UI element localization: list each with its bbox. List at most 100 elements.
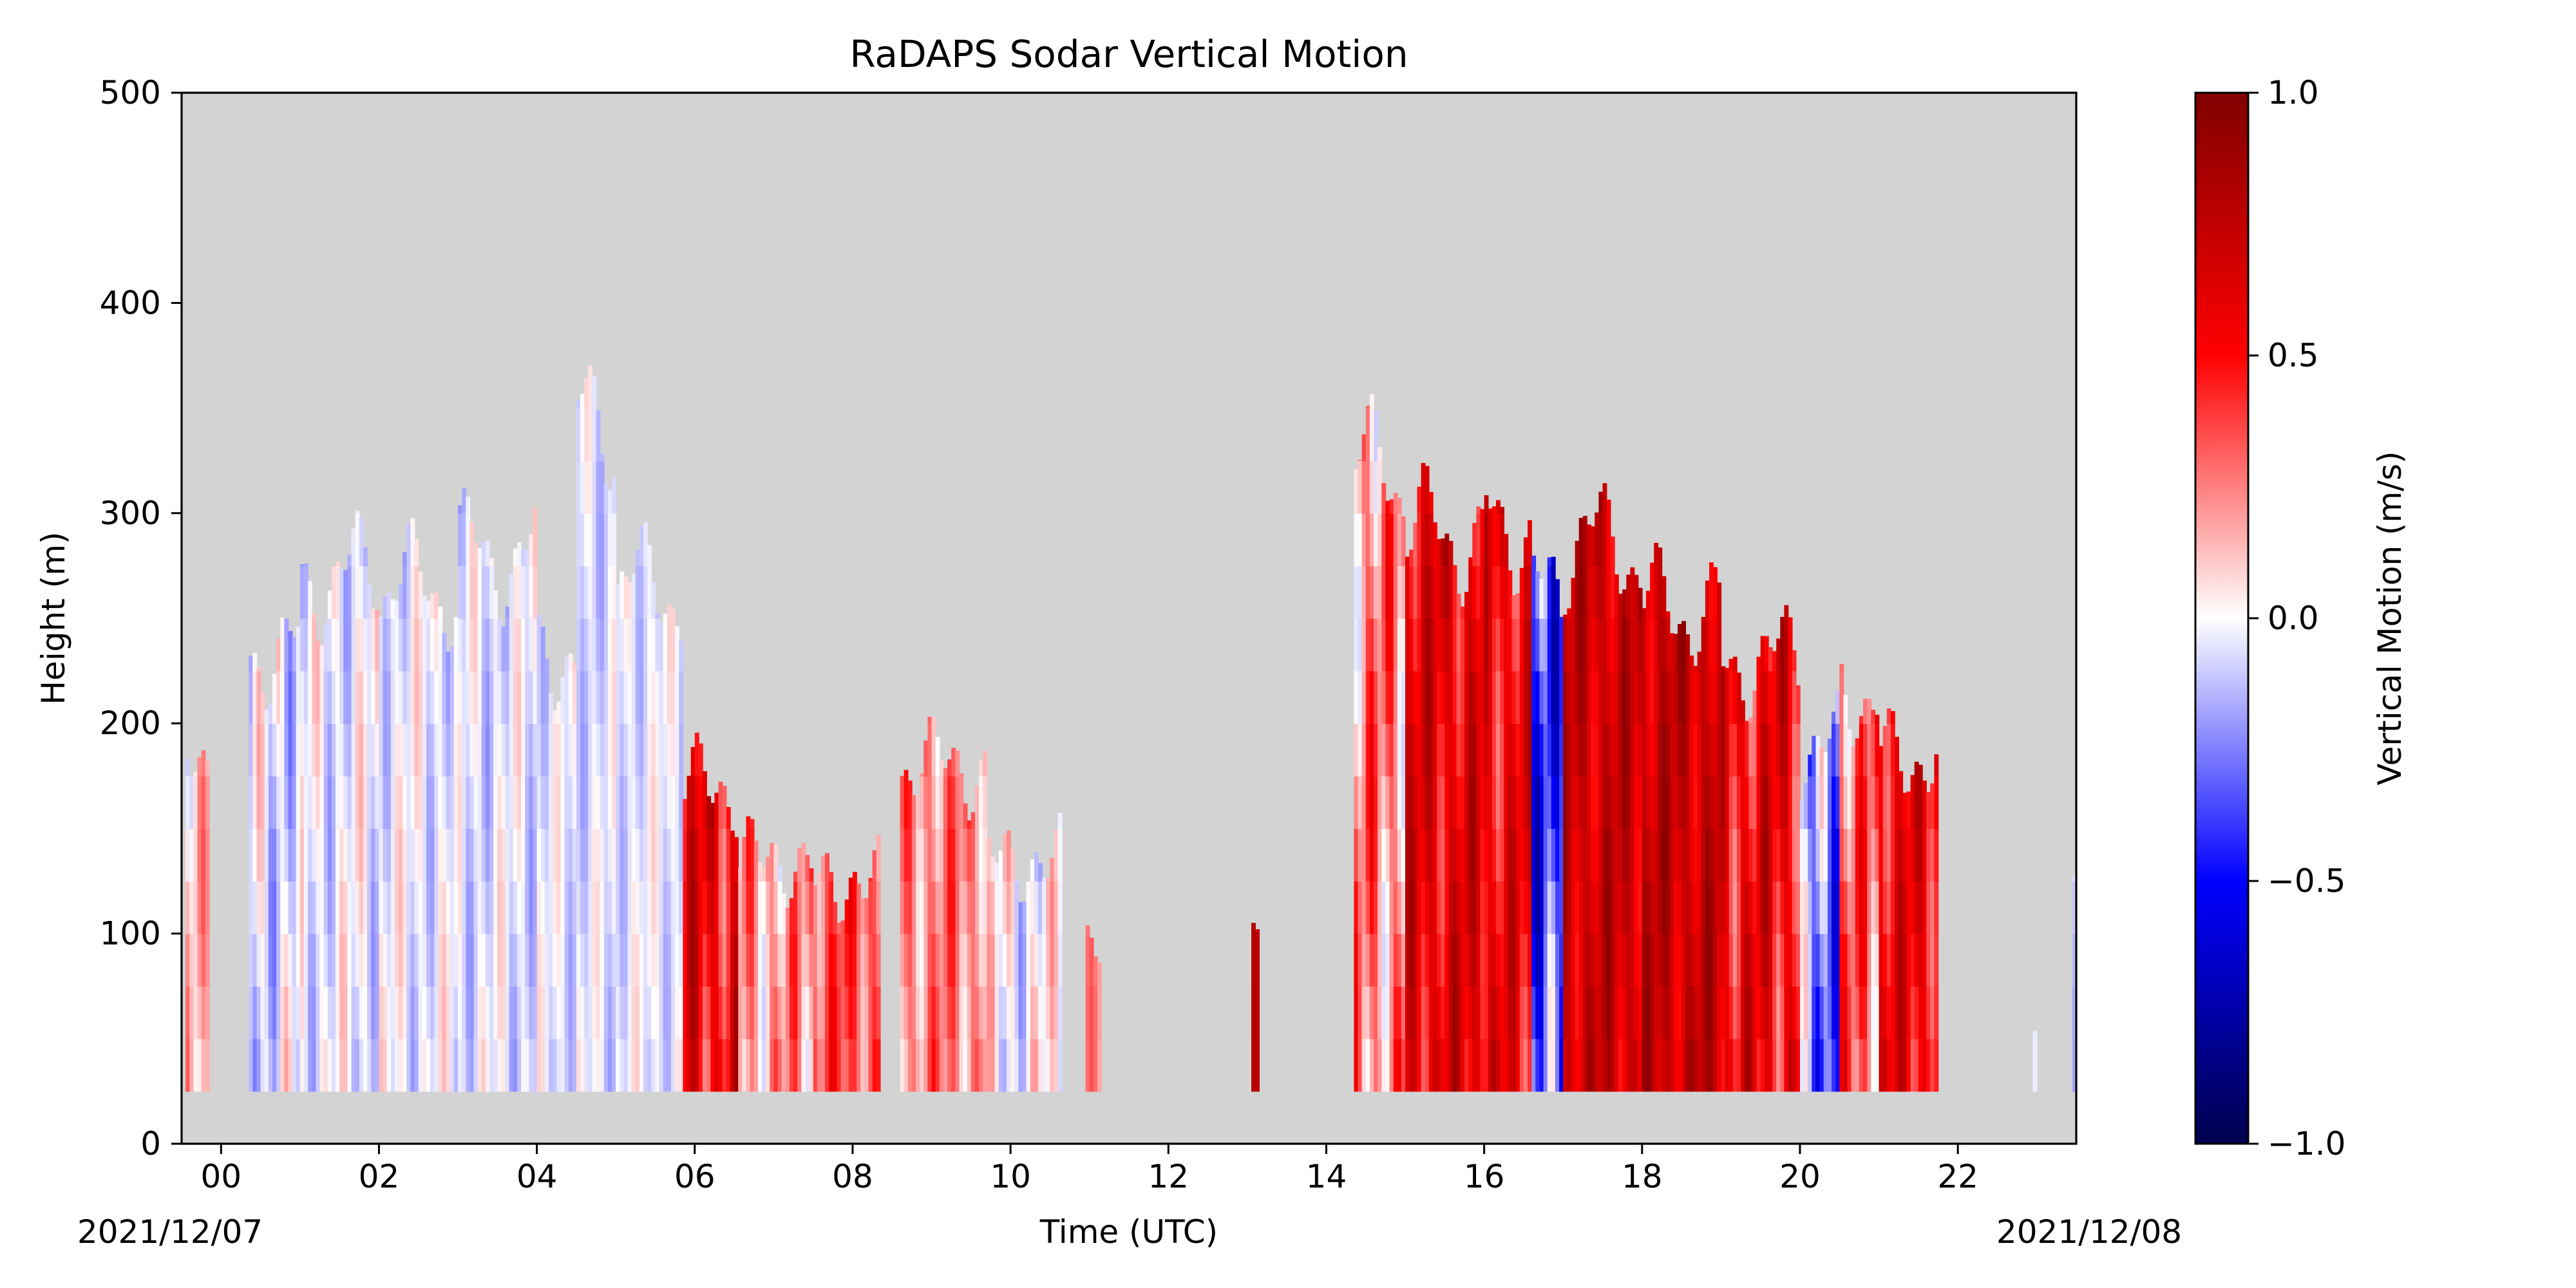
heatmap-cell (943, 933, 948, 987)
heatmap-cell (1385, 1038, 1390, 1092)
heatmap-cell (466, 1038, 471, 1092)
heatmap-cell (1543, 670, 1548, 724)
heatmap-cell (1354, 933, 1359, 987)
heatmap-cell (2072, 1038, 2076, 1092)
heatmap-cell (438, 881, 443, 934)
heatmap-cell (616, 618, 621, 672)
heatmap-cell (185, 775, 190, 829)
heatmap-cell (1626, 881, 1631, 934)
heatmap-cell (1681, 775, 1686, 829)
heatmap-cell (1468, 1038, 1473, 1092)
heatmap-cell (189, 776, 194, 829)
heatmap-cell (635, 549, 640, 567)
heatmap-cell (1934, 754, 1939, 777)
heatmap-cell (793, 986, 798, 1039)
heatmap-cell (276, 775, 281, 829)
heatmap-cell (647, 828, 652, 882)
heatmap-cell (339, 670, 345, 724)
heatmap-cell (1476, 1038, 1481, 1092)
heatmap-cell (533, 933, 538, 987)
heatmap-cell (1432, 986, 1437, 1039)
heatmap-cell (402, 565, 408, 619)
heatmap-cell (1634, 574, 1639, 619)
heatmap-cell (1922, 986, 1927, 1039)
heatmap-cell (1381, 986, 1387, 1039)
date-label-start: 2021/12/07 (77, 1213, 263, 1251)
heatmap-cell (201, 933, 206, 987)
heatmap-cell (256, 1038, 261, 1092)
heatmap-cell (1717, 1038, 1722, 1092)
heatmap-cell (1634, 775, 1639, 829)
heatmap-cell (564, 1038, 569, 1092)
heatmap-cell (371, 1038, 376, 1092)
heatmap-cell (1634, 881, 1639, 934)
heatmap-cell (339, 618, 345, 672)
heatmap-cell (1389, 723, 1394, 777)
heatmap-cell (631, 986, 636, 1039)
heatmap-cell (197, 828, 202, 882)
heatmap-cell (525, 933, 530, 987)
heatmap-cell (1369, 513, 1374, 567)
heatmap-cell (1709, 828, 1714, 882)
heatmap-cell (568, 723, 573, 777)
heatmap-cell (1788, 1038, 1793, 1092)
heatmap-cell (872, 986, 877, 1039)
heatmap-cell (1401, 986, 1406, 1039)
heatmap-cell (1365, 406, 1370, 409)
heatmap-cell (857, 884, 861, 934)
heatmap-cell (916, 933, 920, 987)
heatmap-cell (1361, 460, 1367, 514)
heatmap-cell (327, 933, 332, 987)
heatmap-cell (1669, 633, 1674, 672)
heatmap-cell (655, 828, 660, 882)
heatmap-cell (623, 576, 629, 619)
heatmap-cell (197, 933, 202, 987)
heatmap-cell (1606, 618, 1611, 672)
heatmap-cell (1839, 1038, 1844, 1092)
heatmap-cell (1832, 986, 1836, 1039)
heatmap-cell (1389, 670, 1394, 724)
heatmap-cell (975, 1038, 980, 1092)
heatmap-cell (1567, 828, 1572, 882)
heatmap-cell (418, 933, 423, 987)
heatmap-cell (1721, 881, 1726, 934)
heatmap-cell (762, 868, 766, 882)
heatmap-cell (1365, 881, 1370, 934)
heatmap-cell (1432, 933, 1437, 987)
heatmap-cell (1610, 775, 1615, 829)
heatmap-cell (900, 1038, 905, 1092)
heatmap-cell (1535, 828, 1540, 882)
heatmap-cell (395, 986, 399, 1039)
heatmap-cell (994, 862, 999, 882)
heatmap-cell (1496, 1038, 1501, 1092)
heatmap-cell (943, 775, 948, 829)
heatmap-cell (576, 670, 581, 724)
heatmap-cell (837, 1038, 842, 1092)
heatmap-cell (1405, 986, 1410, 1039)
heatmap-cell (1519, 986, 1524, 1039)
heatmap-cell (1409, 723, 1414, 777)
heatmap-cell (694, 732, 699, 777)
heatmap-cell (540, 1038, 545, 1092)
heatmap-cell (1650, 562, 1654, 567)
heatmap-cell (1598, 491, 1604, 514)
heatmap-cell (469, 723, 475, 777)
heatmap-cell (1650, 723, 1654, 777)
heatmap-cell (1397, 513, 1402, 567)
x-tick-label: 10 (990, 1158, 1031, 1195)
heatmap-cell (1448, 723, 1454, 777)
heatmap-cell (1895, 828, 1899, 882)
heatmap-cell (1847, 933, 1852, 987)
heatmap-cell (647, 618, 652, 672)
heatmap-cell (620, 775, 625, 829)
heatmap-cell (576, 513, 581, 567)
heatmap-cell (1736, 672, 1741, 724)
heatmap-cell (205, 775, 210, 829)
heatmap-cell (627, 933, 632, 987)
heatmap-cell (600, 460, 605, 514)
heatmap-cell (1575, 540, 1580, 567)
heatmap-cell (1484, 495, 1489, 514)
heatmap-cell (1421, 1038, 1426, 1092)
heatmap-cell (252, 652, 258, 672)
heatmap-cell (1374, 881, 1378, 934)
